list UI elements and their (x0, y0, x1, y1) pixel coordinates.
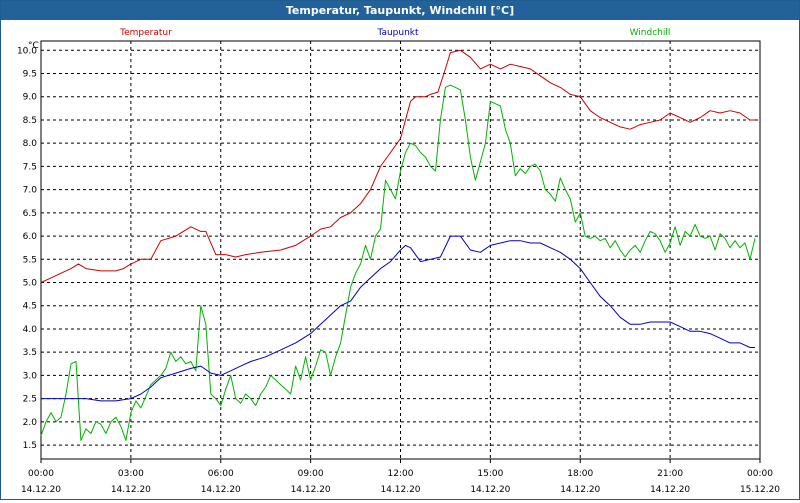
x-tick-date-label: 14.12.20 (291, 485, 331, 495)
legend-entry: Taupunkt (376, 28, 419, 38)
x-tick-date-label: 14.12.20 (111, 485, 151, 495)
y-tick-label: 2.0 (23, 418, 38, 428)
x-tick-time-label: 15:00 (477, 469, 503, 479)
x-tick-date-label: 14.12.20 (21, 485, 61, 495)
y-tick-label: 8.5 (23, 116, 37, 126)
y-tick-label: 7.5 (23, 162, 37, 172)
x-tick-date-label: 14.12.20 (650, 485, 690, 495)
x-tick-time-label: 00:00 (28, 469, 54, 479)
x-tick-date-label: 14.12.20 (201, 485, 241, 495)
y-tick-label: 3.5 (23, 348, 37, 358)
y-tick-label: 1.5 (23, 441, 37, 451)
x-tick-time-label: 09:00 (298, 469, 324, 479)
y-tick-label: 8.0 (23, 139, 38, 149)
y-tick-label: 3.0 (23, 371, 38, 381)
series-line-windchill (40, 84, 756, 441)
y-tick-label: 5.0 (23, 279, 38, 289)
chart-area: 1.5 2.0 2.5 3.0 3.5 4.0 4.5 5.0 5.5 6.0 6.5 7.0 7.5 8… (1, 21, 799, 503)
x-tick-date-label: 14.12.20 (380, 485, 420, 495)
y-tick-label: 5.5 (23, 255, 37, 265)
y-axis-label: °C (28, 41, 39, 51)
x-tick-time-label: 21:00 (657, 469, 683, 479)
x-tick-time-label: 12:00 (388, 469, 414, 479)
x-tick-time-label: 18:00 (567, 469, 593, 479)
y-tick-label: 4.5 (23, 302, 37, 312)
y-tick-label: 6.5 (23, 209, 37, 219)
series-line-taupunkt (41, 235, 755, 402)
y-tick-label: 4.0 (23, 325, 38, 335)
x-tick-time-label: 00:00 (747, 469, 773, 479)
y-tick-label: 7.0 (23, 186, 38, 196)
legend-entry: Temperatur (119, 28, 172, 38)
x-tick-date-label: 14.12.20 (470, 485, 510, 495)
x-tick-date-label: 15.12.20 (740, 485, 780, 495)
y-tick-label: 9.5 (23, 70, 37, 80)
legend-entry: Windchill (630, 28, 671, 38)
y-tick-label: 6.0 (23, 232, 38, 242)
x-tick-time-label: 03:00 (118, 469, 144, 479)
y-tick-label: 9.0 (23, 93, 38, 103)
x-tick-date-label: 14.12.20 (560, 485, 600, 495)
y-tick-label: 2.5 (23, 395, 37, 405)
temperature-chart: 1.5 2.0 2.5 3.0 3.5 4.0 4.5 5.0 5.5 6.0 6.5 7.0 7.5 8… (17, 28, 780, 495)
x-tick-time-label: 06:00 (208, 469, 234, 479)
series-line-temperatur (40, 49, 755, 283)
y-tick-label: 10.0 (17, 46, 37, 56)
window-title: Temperatur, Taupunkt, Windchill [°C] (1, 1, 799, 20)
